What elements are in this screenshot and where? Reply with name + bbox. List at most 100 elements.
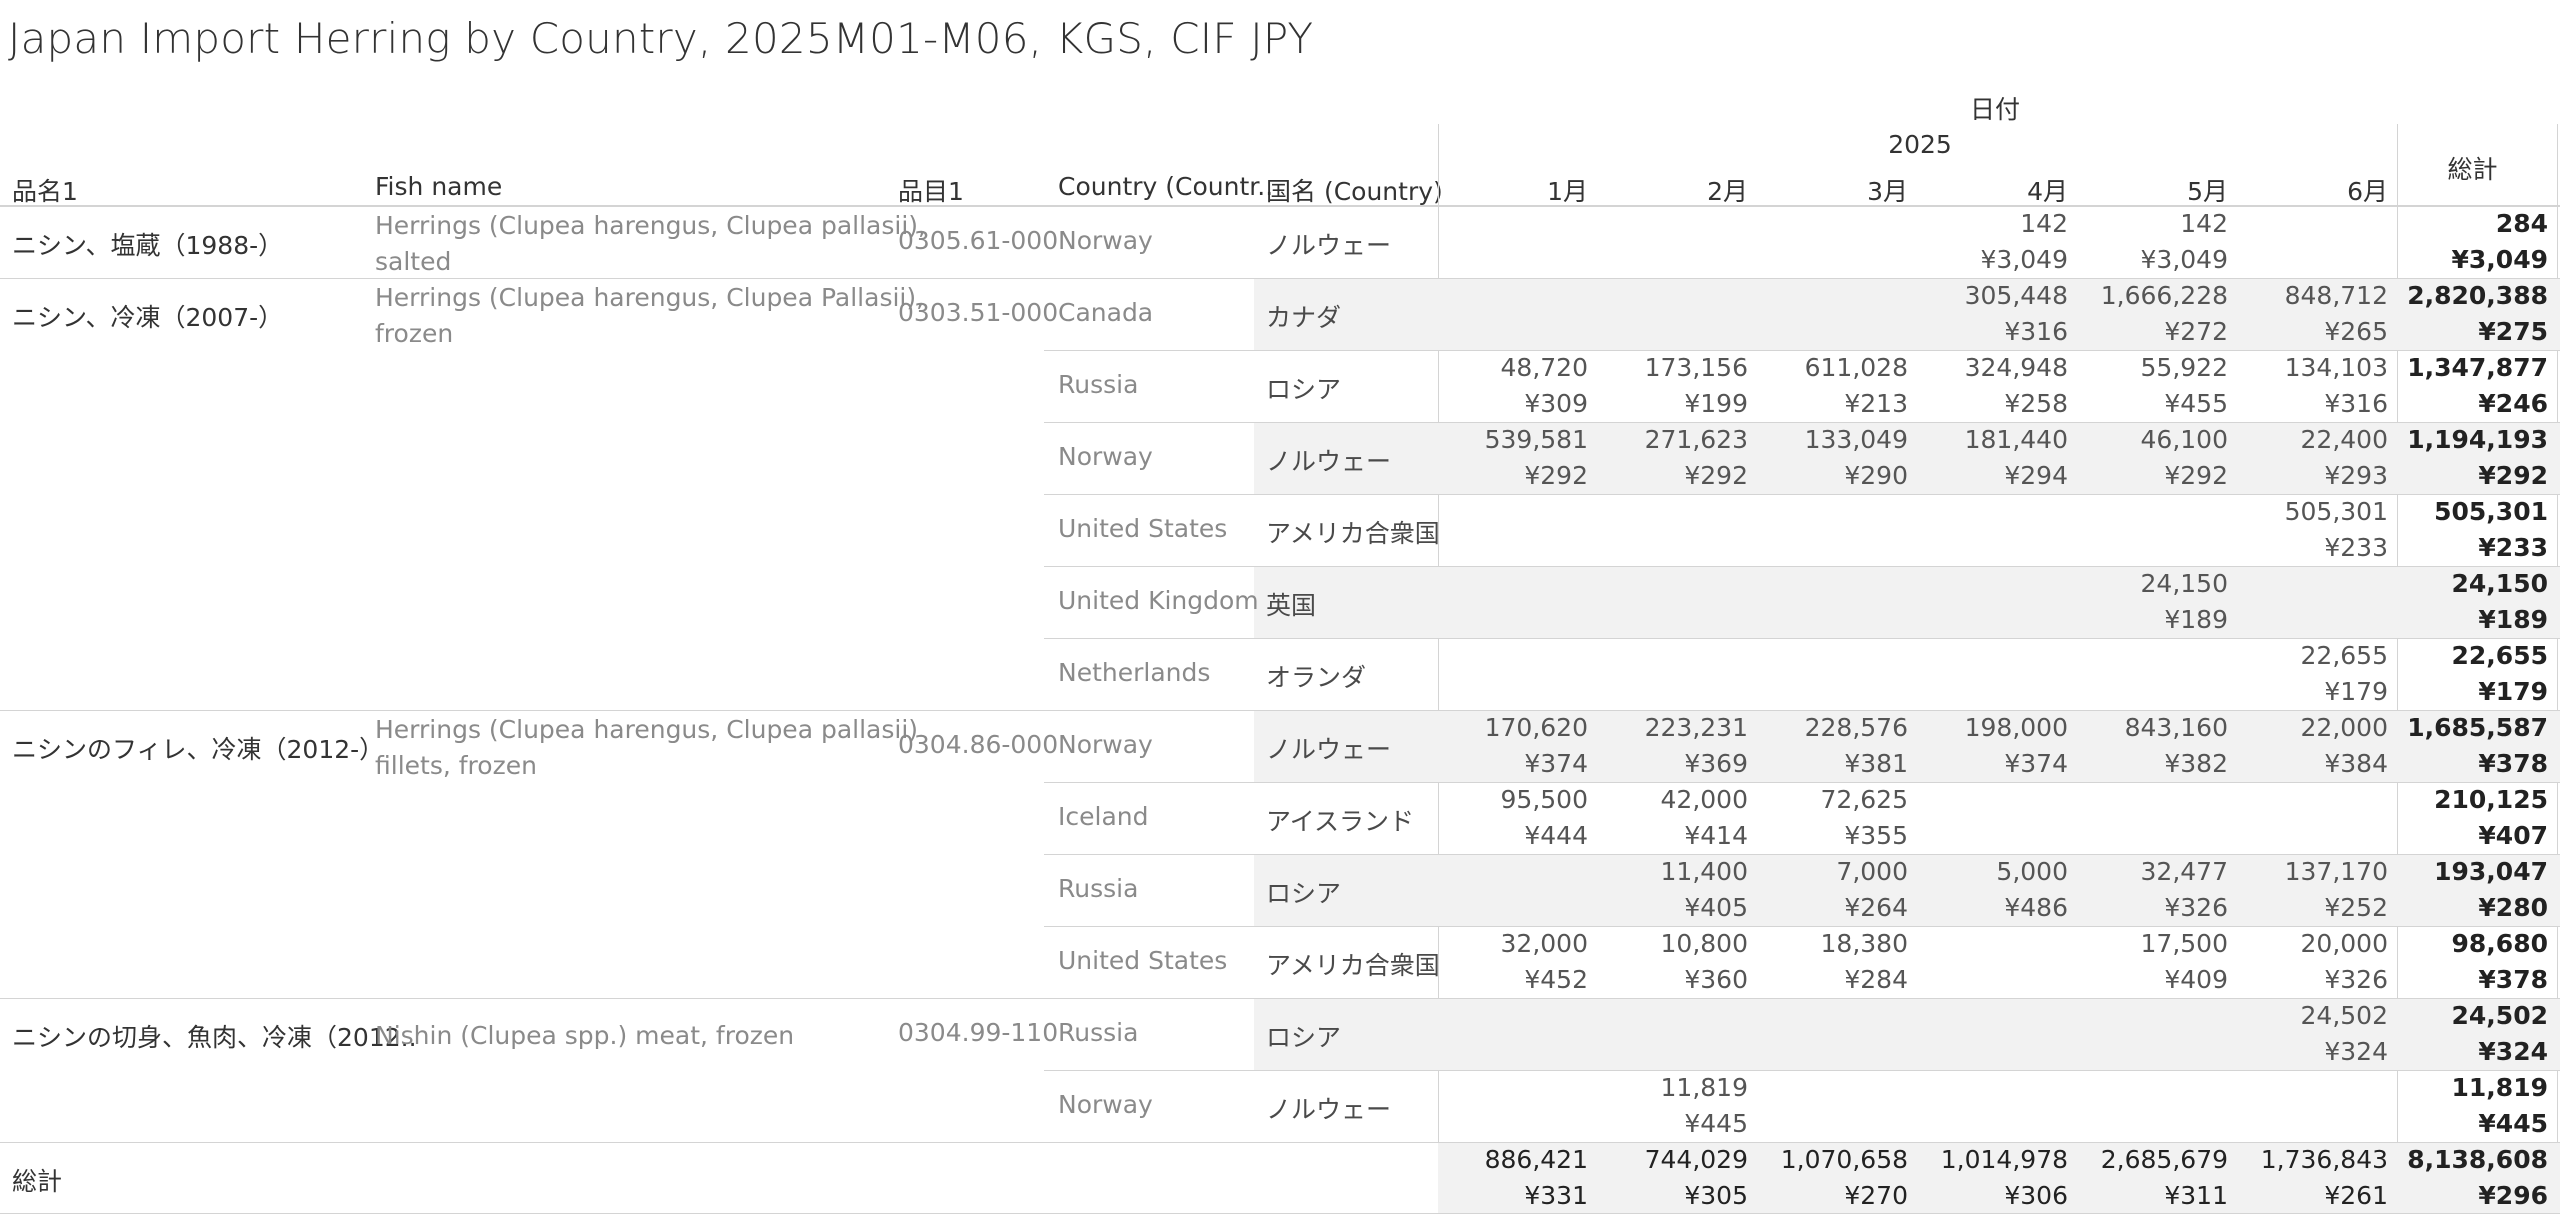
month-value-cell[interactable]: 305,448 ¥316: [1918, 278, 2068, 350]
fish-name-cell[interactable]: Herrings (Clupea harengus, Clupea pallas…: [375, 208, 926, 280]
grand-total-month-cell[interactable]: 2,685,679 ¥311: [2068, 1142, 2228, 1214]
country-column-header[interactable]: Country (Countr..: [1058, 172, 1274, 201]
month-header-6[interactable]: 6月: [2347, 177, 2388, 206]
month-value-cell[interactable]: 11,819 ¥445: [1598, 1070, 1748, 1142]
month-header-4[interactable]: 4月: [2027, 177, 2068, 206]
month-value-cell[interactable]: 24,150 ¥189: [2078, 566, 2228, 638]
month-value-cell[interactable]: 10,800 ¥360: [1598, 926, 1748, 998]
country-jp-cell[interactable]: 英国: [1266, 591, 1317, 620]
month-value-cell[interactable]: 133,049 ¥290: [1758, 422, 1908, 494]
month-value-cell[interactable]: 5,000 ¥486: [1918, 854, 2068, 926]
row-total-cell[interactable]: 1,347,877 ¥246: [2398, 350, 2548, 422]
country-cell[interactable]: Russia: [1058, 874, 1139, 903]
country-cell[interactable]: Norway: [1058, 442, 1153, 471]
item-code-cell[interactable]: 0305.61-000: [898, 226, 1059, 255]
country-jp-cell[interactable]: ノルウェー: [1266, 1095, 1392, 1124]
month-value-cell[interactable]: 22,655 ¥179: [2238, 638, 2388, 710]
country-jp-cell[interactable]: ロシア: [1266, 375, 1342, 404]
grand-total-total-cell[interactable]: 8,138,608 ¥296: [2388, 1142, 2548, 1214]
row-total-cell[interactable]: 210,125 ¥407: [2398, 782, 2548, 854]
country-cell[interactable]: United States: [1058, 946, 1228, 975]
grand-total-month-cell[interactable]: 1,014,978 ¥306: [1908, 1142, 2068, 1214]
month-value-cell[interactable]: 11,400 ¥405: [1598, 854, 1748, 926]
fish-name-column-header[interactable]: Fish name: [375, 172, 503, 201]
country-jp-cell[interactable]: ロシア: [1266, 879, 1342, 908]
country-jp-cell[interactable]: アメリカ合衆国: [1266, 519, 1440, 548]
month-value-cell[interactable]: 848,712 ¥265: [2238, 278, 2388, 350]
country-cell[interactable]: Russia: [1058, 1018, 1139, 1047]
fish-name-cell[interactable]: Herrings (Clupea harengus, Clupea Pallas…: [375, 280, 924, 352]
country-jp-cell[interactable]: ノルウェー: [1266, 735, 1392, 764]
month-value-cell[interactable]: 142 ¥3,049: [2078, 206, 2228, 278]
country-cell[interactable]: Russia: [1058, 370, 1139, 399]
month-value-cell[interactable]: 18,380 ¥284: [1758, 926, 1908, 998]
month-value-cell[interactable]: 48,720 ¥309: [1438, 350, 1588, 422]
country-jp-cell[interactable]: アメリカ合衆国: [1266, 951, 1440, 980]
country-cell[interactable]: United Kingdom: [1058, 586, 1259, 615]
month-value-cell[interactable]: 271,623 ¥292: [1598, 422, 1748, 494]
country-jp-cell[interactable]: ノルウェー: [1266, 447, 1392, 476]
month-header-1[interactable]: 1月: [1547, 177, 1588, 206]
item-name-cell[interactable]: ニシン、塩蔵（1988-）: [12, 231, 284, 260]
country-cell[interactable]: Norway: [1058, 1090, 1153, 1119]
row-total-cell[interactable]: 2,820,388 ¥275: [2398, 278, 2548, 350]
country-jp-cell[interactable]: オランダ: [1266, 663, 1367, 692]
row-total-cell[interactable]: 1,194,193 ¥292: [2398, 422, 2548, 494]
month-value-cell[interactable]: 505,301 ¥233: [2238, 494, 2388, 566]
country-jp-cell[interactable]: アイスランド: [1266, 807, 1415, 836]
row-total-cell[interactable]: 24,502 ¥324: [2398, 998, 2548, 1070]
country-cell[interactable]: Norway: [1058, 226, 1153, 255]
item-code-cell[interactable]: 0304.99-110: [898, 1018, 1059, 1047]
row-total-cell[interactable]: 1,685,587 ¥378: [2398, 710, 2548, 782]
item-name-cell[interactable]: ニシン、冷凍（2007-）: [12, 303, 284, 332]
country-cell[interactable]: United States: [1058, 514, 1228, 543]
fish-name-cell[interactable]: Nishin (Clupea spp.) meat, frozen: [375, 1018, 794, 1054]
month-value-cell[interactable]: 7,000 ¥264: [1758, 854, 1908, 926]
grand-total-month-cell[interactable]: 744,029 ¥305: [1588, 1142, 1748, 1214]
country-jp-column-header[interactable]: 国名 (Country): [1266, 177, 1443, 206]
month-value-cell[interactable]: 42,000 ¥414: [1598, 782, 1748, 854]
month-header-2[interactable]: 2月: [1707, 177, 1748, 206]
month-value-cell[interactable]: 324,948 ¥258: [1918, 350, 2068, 422]
month-value-cell[interactable]: 95,500 ¥444: [1438, 782, 1588, 854]
month-value-cell[interactable]: 17,500 ¥409: [2078, 926, 2228, 998]
country-cell[interactable]: Canada: [1058, 298, 1154, 327]
item-name-cell[interactable]: ニシンのフィレ、冷凍（2012-）: [12, 735, 385, 764]
row-total-cell[interactable]: 11,819 ¥445: [2398, 1070, 2548, 1142]
month-value-cell[interactable]: 1,666,228 ¥272: [2078, 278, 2228, 350]
month-value-cell[interactable]: 181,440 ¥294: [1918, 422, 2068, 494]
month-value-cell[interactable]: 142 ¥3,049: [1918, 206, 2068, 278]
fish-name-cell[interactable]: Herrings (Clupea harengus, Clupea pallas…: [375, 712, 918, 784]
row-total-cell[interactable]: 98,680 ¥378: [2398, 926, 2548, 998]
row-total-cell[interactable]: 193,047 ¥280: [2398, 854, 2548, 926]
country-jp-cell[interactable]: ノルウェー: [1266, 231, 1392, 260]
month-value-cell[interactable]: 22,000 ¥384: [2238, 710, 2388, 782]
row-total-cell[interactable]: 505,301 ¥233: [2398, 494, 2548, 566]
country-cell[interactable]: Iceland: [1058, 802, 1149, 831]
month-value-cell[interactable]: 611,028 ¥213: [1758, 350, 1908, 422]
country-jp-cell[interactable]: ロシア: [1266, 1023, 1342, 1052]
item-column-header[interactable]: 品名1: [12, 177, 78, 206]
month-value-cell[interactable]: 223,231 ¥369: [1598, 710, 1748, 782]
item-name-cell[interactable]: ニシンの切身、魚肉、冷凍（2012..: [12, 1023, 417, 1052]
month-value-cell[interactable]: 55,922 ¥455: [2078, 350, 2228, 422]
row-total-cell[interactable]: 24,150 ¥189: [2398, 566, 2548, 638]
item-code-cell[interactable]: 0303.51-000: [898, 298, 1059, 327]
month-value-cell[interactable]: 32,000 ¥452: [1438, 926, 1588, 998]
month-value-cell[interactable]: 170,620 ¥374: [1438, 710, 1588, 782]
grand-total-month-cell[interactable]: 1,070,658 ¥270: [1748, 1142, 1908, 1214]
month-value-cell[interactable]: 72,625 ¥355: [1758, 782, 1908, 854]
month-value-cell[interactable]: 32,477 ¥326: [2078, 854, 2228, 926]
row-total-cell[interactable]: 284 ¥3,049: [2398, 206, 2548, 278]
month-value-cell[interactable]: 843,160 ¥382: [2078, 710, 2228, 782]
month-value-cell[interactable]: 539,581 ¥292: [1438, 422, 1588, 494]
month-header-3[interactable]: 3月: [1867, 177, 1908, 206]
grand-total-month-cell[interactable]: 1,736,843 ¥261: [2228, 1142, 2388, 1214]
month-value-cell[interactable]: 24,502 ¥324: [2238, 998, 2388, 1070]
item-code-cell[interactable]: 0304.86-000: [898, 730, 1059, 759]
month-value-cell[interactable]: 22,400 ¥293: [2238, 422, 2388, 494]
month-value-cell[interactable]: 228,576 ¥381: [1758, 710, 1908, 782]
country-cell[interactable]: Netherlands: [1058, 658, 1211, 687]
country-cell[interactable]: Norway: [1058, 730, 1153, 759]
month-header-5[interactable]: 5月: [2187, 177, 2228, 206]
